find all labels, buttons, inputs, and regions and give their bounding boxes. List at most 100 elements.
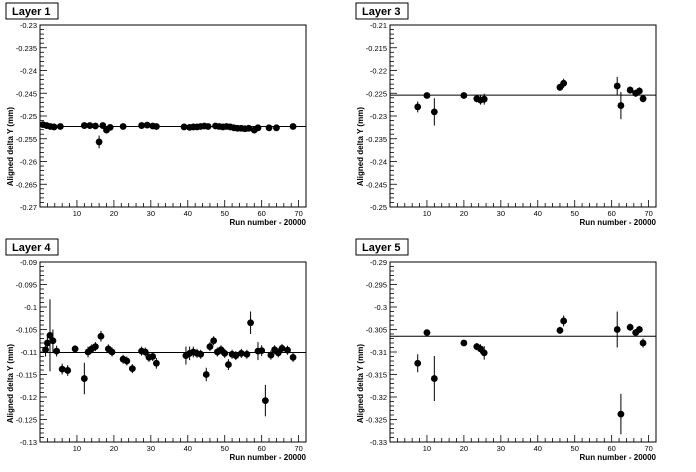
layer-5-ylabel: Aligned delta Y (mm)	[356, 344, 365, 424]
layer-1-data-point	[273, 124, 280, 132]
layer-4-ytick-label: -0.12	[20, 393, 37, 402]
layer-1-title: Layer 1	[12, 6, 51, 18]
layer-1-data-point	[119, 123, 127, 130]
layer-5-marker	[613, 326, 621, 333]
layer-5-xtick-label: 70	[644, 444, 652, 453]
layer-1-data-point	[204, 123, 212, 130]
layer-4-marker	[92, 343, 99, 350]
layer-5-title-box: Layer 5	[355, 238, 409, 256]
layer-4-data-point	[247, 311, 254, 334]
layer-5-xtick-label: 10	[423, 444, 431, 453]
layer-5-data-point	[480, 346, 488, 360]
layer-5-ytick-label: -0.315	[366, 371, 387, 380]
layer-4-marker	[152, 359, 160, 367]
layer-4-marker	[49, 337, 57, 345]
layer-3-marker	[639, 95, 647, 103]
layer-5-marker	[460, 339, 468, 347]
layer-3-marker	[430, 108, 438, 116]
layer-5-data-point	[635, 325, 643, 334]
layer-4-data-point	[243, 349, 251, 359]
layer-1-data-point	[106, 123, 114, 131]
layer-4-ytick-label: -0.1	[24, 303, 37, 312]
layer-4-marker	[243, 350, 251, 358]
layer-4-marker	[247, 319, 254, 327]
layer-4-marker	[258, 347, 266, 355]
layer-4-data-point	[92, 342, 99, 352]
layer-3-data-point	[430, 98, 438, 126]
layer-3-marker	[480, 95, 488, 103]
layer-1-title-box: Layer 1	[5, 2, 59, 20]
layer-1-data-point	[92, 122, 99, 130]
layer-1-marker	[138, 122, 145, 129]
layer-1-ytick-label: -0.24	[20, 67, 37, 76]
layer-1-marker	[265, 124, 273, 132]
layer-4-ytick-label: -0.095	[16, 281, 37, 290]
layer-3-ytick-label: -0.235	[366, 135, 387, 144]
layer-4-data-point	[267, 350, 275, 360]
layer-3-marker	[613, 82, 621, 90]
layer-4-marker	[237, 349, 245, 357]
layer-4-ylabel: Aligned delta Y (mm)	[6, 344, 15, 424]
layer-3-marker	[617, 102, 625, 109]
layer-4-data-point	[53, 345, 61, 357]
layer-3-data-point	[560, 78, 568, 88]
layer-5-xtick-label: 20	[460, 444, 468, 453]
layer-3-title-box: Layer 3	[355, 2, 409, 20]
layer-1-ytick-label: -0.27	[20, 203, 37, 212]
layer-3-xtick-label: 40	[534, 209, 542, 218]
layer-1-marker	[50, 123, 58, 131]
layer-4-ytick-label: -0.105	[16, 326, 37, 335]
layer-1-marker	[180, 123, 188, 131]
layer-3-data-point	[639, 95, 647, 103]
layer-4-data-point	[64, 365, 72, 376]
layer-4-data-point	[128, 364, 136, 374]
layer-1-marker	[86, 122, 94, 129]
layer-1-xtick-label: 50	[221, 209, 229, 218]
layer-3-data-point	[626, 86, 634, 94]
layer-1-data-point	[289, 123, 297, 130]
layer-4-ytick-label: -0.13	[20, 438, 37, 447]
layer-4-xtick-label: 40	[184, 444, 192, 453]
layer-3-panel: Layer 3 -0.21 -0.215 -0.22 -0.225 -0.23 -0.23…	[355, 2, 657, 227]
layer-3-marker	[460, 92, 468, 99]
layer-5-marker	[430, 375, 438, 382]
layer-4-ytick-label: -0.09	[20, 258, 37, 267]
layer-3-data-point	[414, 101, 422, 113]
layer-4-marker	[43, 339, 51, 347]
layer-4-panel: Layer 4 -0.09 -0.095 -0.1 -0.105 -0.11 -0.115…	[5, 238, 307, 462]
layer-4-data-point	[80, 362, 88, 395]
layer-5-data-point	[613, 311, 621, 348]
layer-1-marker	[119, 123, 127, 130]
layer-3-xtick-label: 60	[607, 209, 615, 218]
layer-4-ytick-label: -0.115	[16, 371, 37, 380]
layer-4-marker	[267, 351, 275, 359]
layer-4-marker	[284, 346, 291, 354]
layer-1-marker	[56, 123, 64, 130]
layer-4-marker	[278, 345, 286, 352]
layer-1-data-point	[138, 122, 145, 129]
layer-1-xtick-label: 10	[73, 209, 81, 218]
layer-4-marker	[289, 354, 297, 361]
layer-5-marker	[414, 359, 422, 367]
layer-4-data-point	[278, 343, 286, 353]
layer-3-xlabel: Run number - 20000	[580, 218, 657, 227]
layer-4-xtick-label: 10	[73, 444, 81, 453]
layer-3-ytick-label: -0.21	[370, 21, 387, 30]
layer-4-marker	[64, 367, 72, 374]
layer-3-marker	[423, 92, 431, 99]
layer-4-data-point	[289, 352, 297, 362]
layer-4-data-point	[97, 330, 105, 342]
layer-1-ytick-label: -0.25	[20, 112, 37, 121]
layer-1-marker	[143, 121, 151, 129]
layer-3-xtick-label: 20	[460, 209, 468, 218]
layer-1-data-point	[80, 122, 88, 129]
layer-4-ytick-label: -0.11	[20, 348, 37, 357]
layer-1-ytick-label: -0.26	[20, 158, 37, 167]
layer-3-ytick-label: -0.245	[366, 180, 387, 189]
layer-5-panel: Layer 5 -0.29 -0.295 -0.3 -0.305 -0.31 -0.315…	[355, 238, 657, 462]
layer-4-marker	[206, 343, 214, 350]
layer-4-data-point	[221, 348, 229, 358]
layer-4-data-point	[152, 357, 160, 369]
layer-3-data-point	[423, 92, 431, 99]
layer-4-marker	[202, 371, 210, 378]
